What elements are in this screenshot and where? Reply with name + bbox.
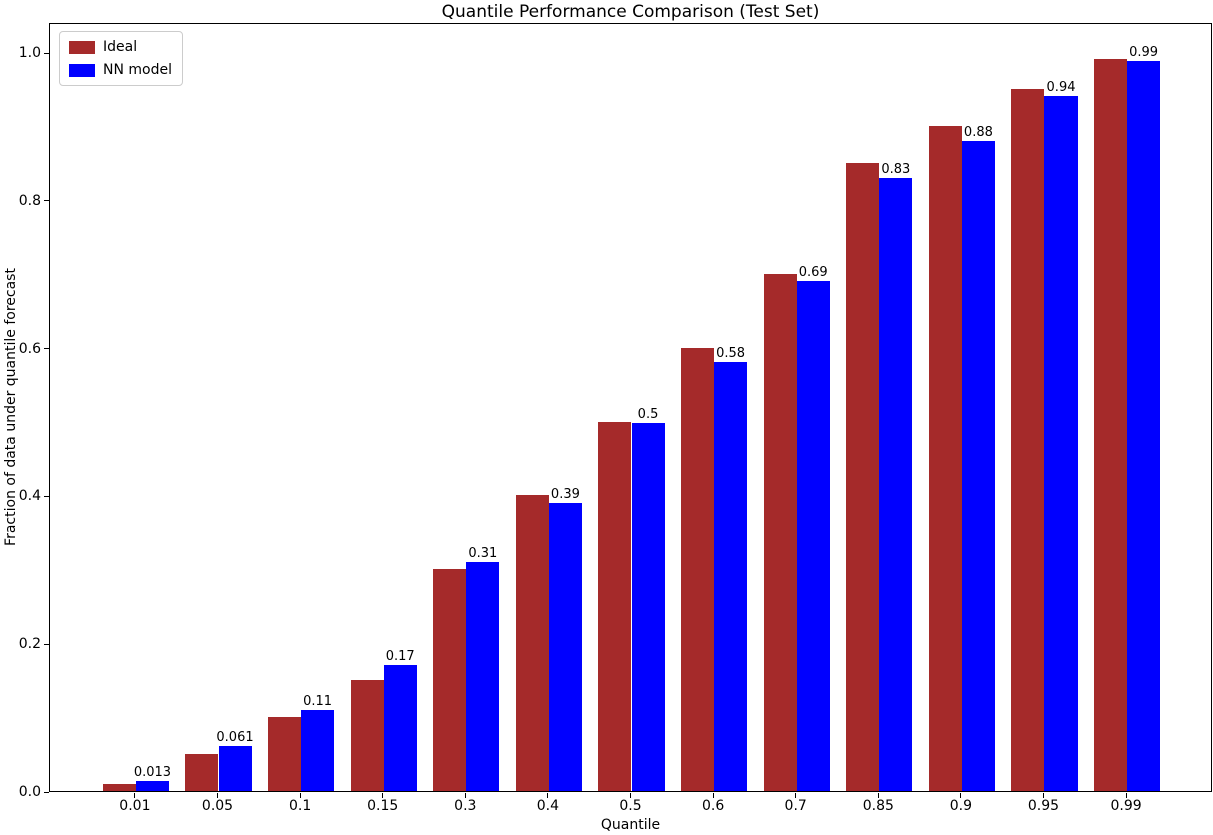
nn-model-bar	[961, 140, 995, 791]
y-tick-mark	[44, 643, 49, 645]
bar-value-label: 0.11	[303, 693, 333, 709]
y-tick-mark	[44, 52, 49, 54]
x-tick-label: 0.9	[949, 798, 973, 814]
legend-swatch-ideal	[69, 40, 95, 54]
legend-label-ideal: Ideal	[103, 39, 138, 55]
nn-model-bar	[301, 709, 335, 791]
x-tick-mark	[960, 793, 962, 798]
ideal-bar	[350, 680, 384, 791]
bar-value-label: 0.88	[963, 124, 993, 140]
y-tick-label: 0.4	[18, 488, 41, 505]
y-axis-label: Fraction of data under quantile forecast	[3, 268, 19, 546]
ideal-bar	[1094, 59, 1128, 791]
bar-value-label: 0.39	[550, 486, 580, 502]
x-tick-label: 0.95	[1027, 798, 1060, 814]
x-tick-label: 0.1	[288, 798, 312, 814]
ideal-bar	[433, 569, 467, 791]
nn-model-bar	[548, 502, 582, 791]
bar-value-label: 0.99	[1129, 44, 1159, 60]
bar-value-label: 0.31	[468, 545, 498, 561]
ideal-bar	[763, 273, 797, 791]
legend-label-nn-model: NN model	[103, 62, 172, 78]
nn-model-bar	[218, 745, 252, 791]
y-tick-mark	[44, 495, 49, 497]
x-tick-mark	[877, 793, 879, 798]
x-tick-mark	[382, 793, 384, 798]
x-tick-label: 0.5	[619, 798, 642, 814]
nn-model-bar	[1044, 96, 1078, 791]
y-tick-label: 0.0	[18, 784, 41, 800]
ideal-bar	[268, 717, 302, 791]
ideal-bar	[515, 495, 549, 791]
x-tick-mark	[547, 793, 549, 798]
plot-area: 0.013 0.061 0.11 0.17 0.31 0.39 0.5 0.58 0.69 0.8…	[49, 23, 1212, 792]
x-tick-label: 0.05	[201, 798, 234, 814]
x-tick-mark	[712, 793, 714, 798]
x-tick-label: 0.7	[784, 798, 807, 814]
y-tick-mark	[44, 200, 49, 202]
ideal-bar	[185, 754, 219, 791]
x-tick-mark	[217, 793, 218, 798]
y-tick-mark	[44, 791, 49, 793]
bar-value-label: 0.83	[881, 161, 911, 177]
y-tick-label: 1.0	[18, 45, 41, 61]
x-tick-mark	[1042, 793, 1044, 798]
y-tick-label: 0.2	[18, 636, 41, 653]
x-tick-mark	[630, 793, 631, 798]
bar-value-label: 0.69	[798, 265, 828, 281]
y-tick-label: 0.8	[18, 192, 41, 209]
x-tick-mark	[464, 793, 466, 798]
nn-model-bar	[714, 362, 748, 791]
nn-model-bar	[1127, 60, 1161, 791]
bar-value-label: 0.58	[716, 346, 746, 362]
ideal-bar	[928, 125, 962, 791]
nn-model-bar	[796, 281, 830, 791]
nn-model-bar	[631, 422, 665, 791]
legend-item-nn-model: NN model	[69, 62, 172, 78]
legend-swatch-nn-model	[69, 63, 95, 77]
x-tick-label: 0.15	[367, 798, 399, 814]
x-tick-label: 0.6	[701, 798, 725, 814]
nn-model-bar	[383, 665, 417, 791]
x-tick-mark	[1125, 793, 1127, 798]
legend-item-ideal: Ideal	[69, 39, 172, 55]
y-tick-label: 0.6	[18, 340, 41, 357]
y-tick-mark	[44, 348, 49, 350]
x-tick-label: 0.99	[1110, 798, 1142, 814]
ideal-bar	[598, 421, 632, 791]
chart-title: Quantile Performance Comparison (Test Se…	[441, 2, 820, 22]
bar-value-label: 0.061	[216, 729, 254, 745]
ideal-bar	[846, 162, 880, 791]
bar-value-label: 0.94	[1046, 80, 1076, 96]
x-tick-mark	[134, 793, 136, 798]
x-axis-label: Quantile	[600, 817, 661, 833]
nn-model-bar	[879, 177, 913, 791]
ideal-bar	[1011, 88, 1045, 791]
nn-model-bar	[466, 561, 500, 791]
x-tick-label: 0.4	[536, 798, 560, 814]
bar-value-label: 0.013	[133, 765, 172, 781]
bar-value-label: 0.5	[637, 406, 659, 422]
x-tick-mark	[299, 793, 301, 798]
ideal-bar	[681, 347, 715, 791]
x-tick-label: 0.85	[862, 798, 894, 814]
x-tick-label: 0.01	[119, 798, 151, 814]
legend: Ideal NN model	[59, 31, 183, 86]
nn-model-bar	[135, 781, 169, 791]
bar-value-label: 0.17	[385, 649, 415, 665]
x-tick-label: 0.3	[454, 798, 477, 814]
x-tick-mark	[795, 793, 797, 798]
ideal-bar	[102, 783, 136, 791]
